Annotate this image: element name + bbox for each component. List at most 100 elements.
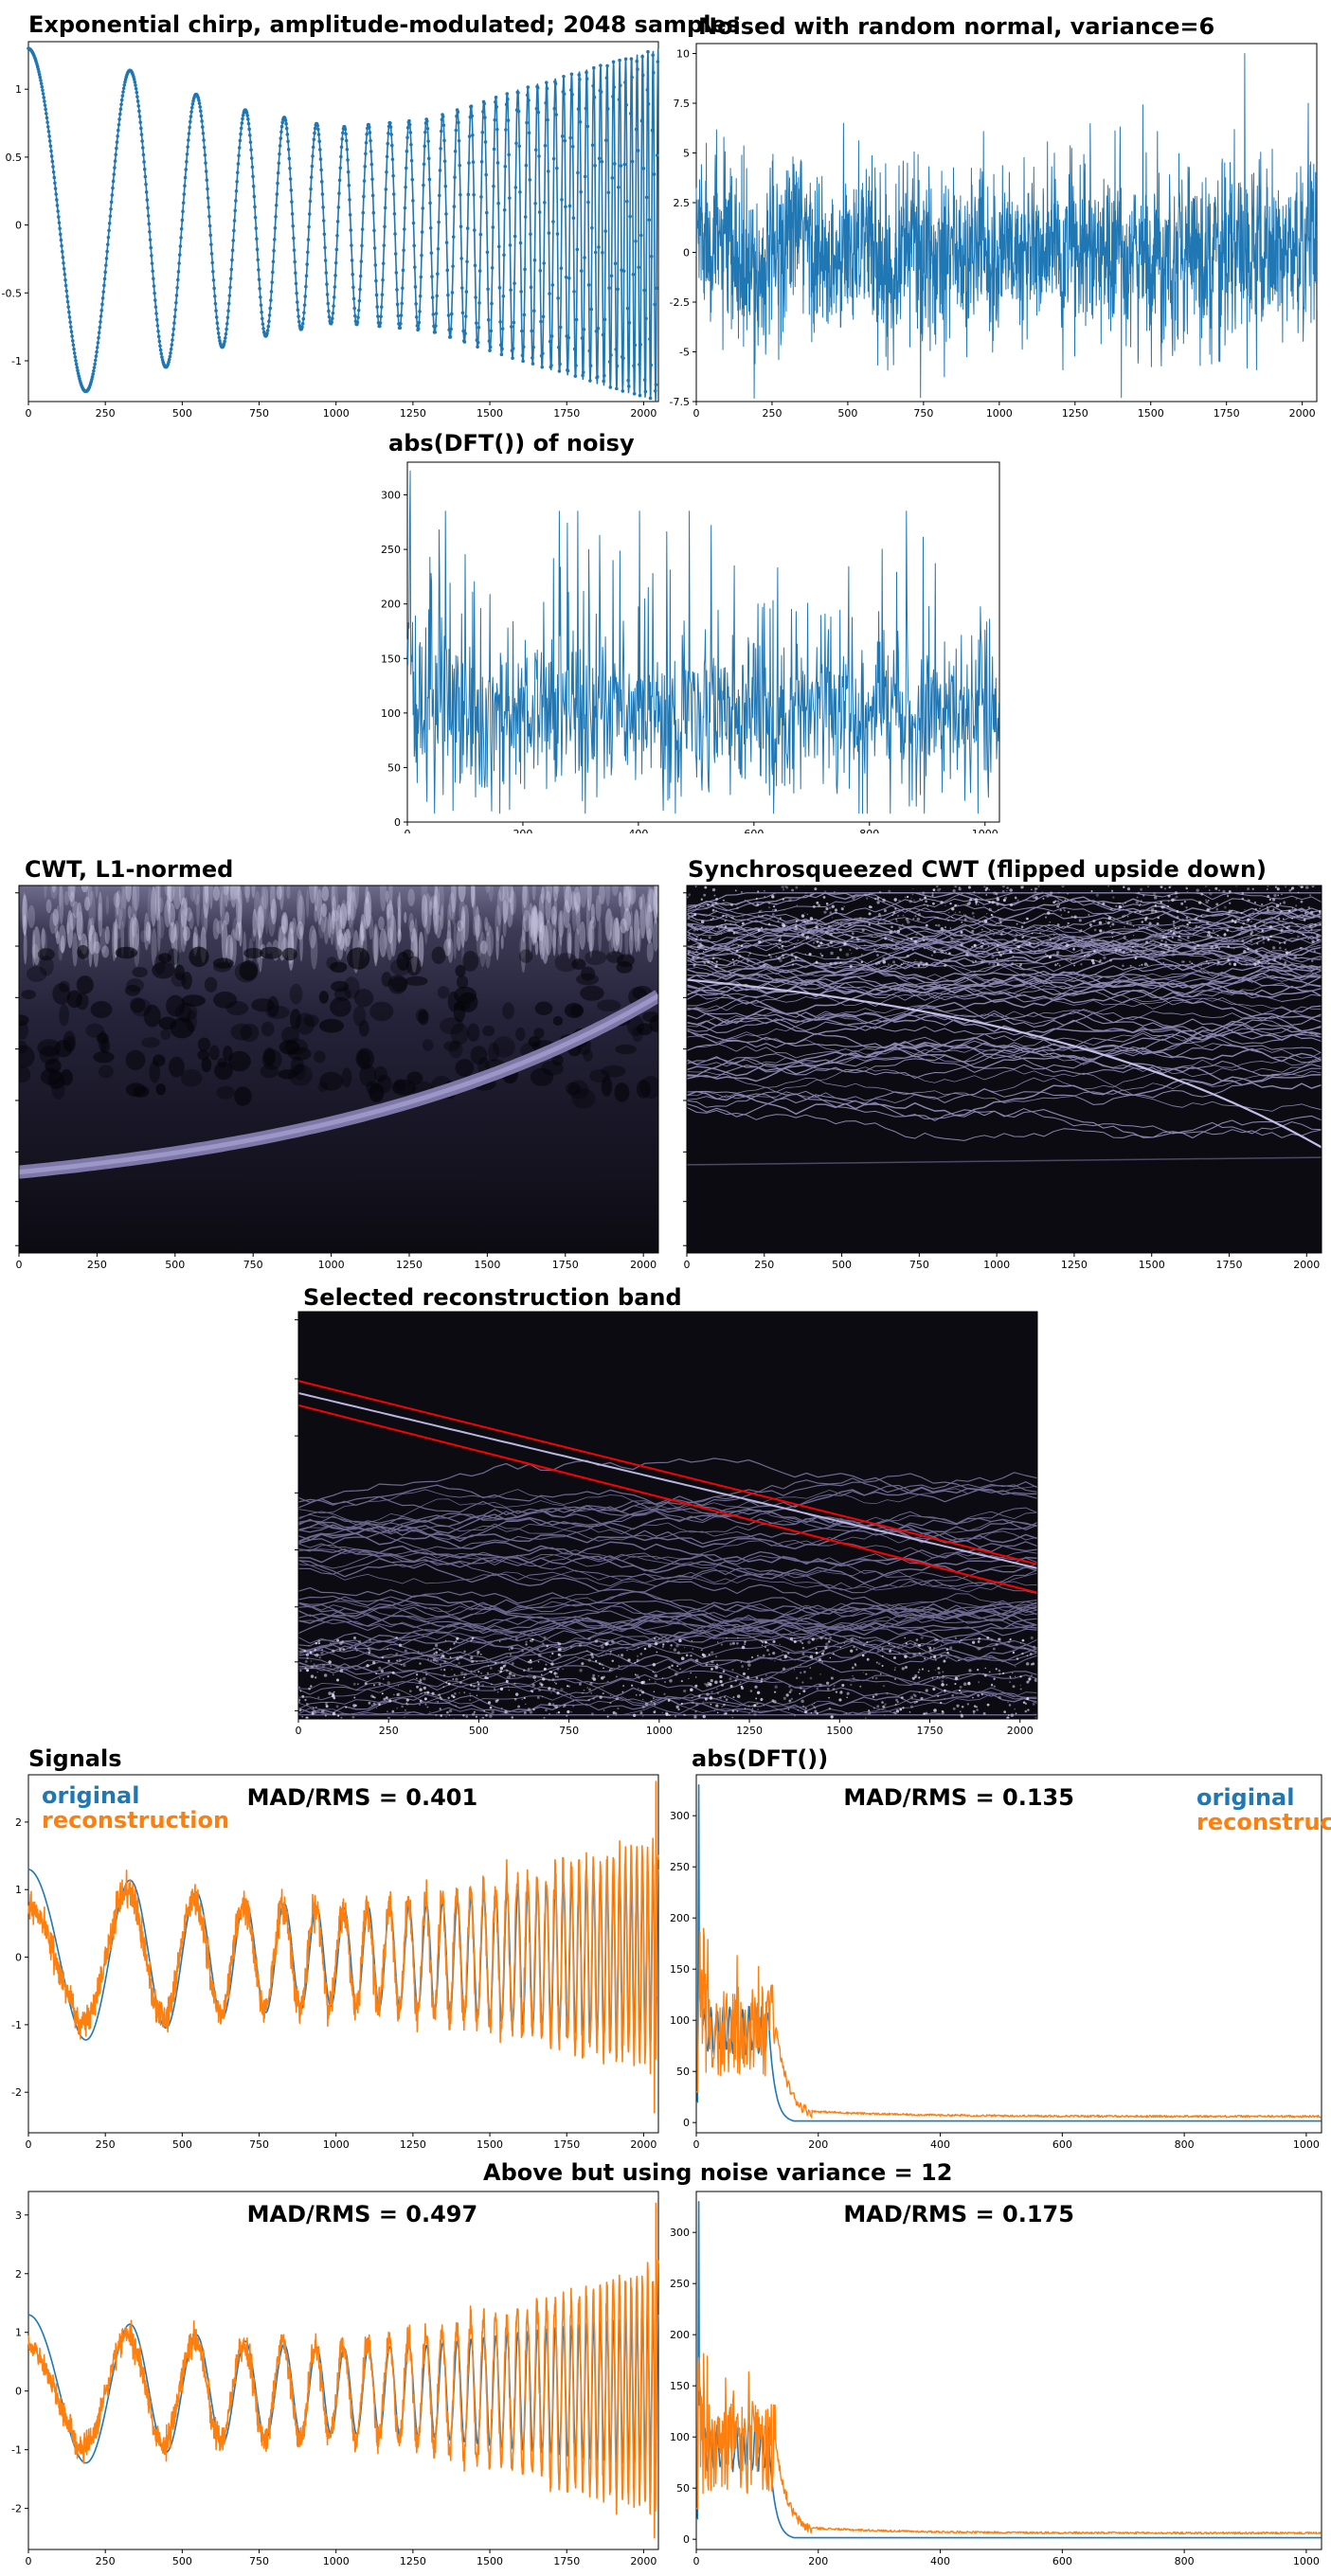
x-tick-label: 1250 bbox=[736, 1725, 763, 1737]
axes-frame bbox=[695, 2191, 1322, 2550]
y-tick-label: 1 bbox=[15, 83, 22, 96]
x-tick-label: 1500 bbox=[1138, 407, 1164, 420]
x-tick-label: 1000 bbox=[323, 2138, 350, 2151]
mad-rms-annotation: MAD/RMS = 0.135 bbox=[843, 1784, 1074, 1811]
y-tick-label: -1 bbox=[11, 2019, 22, 2031]
ssq-ridge bbox=[687, 1007, 1322, 1043]
band-ridge bbox=[298, 1622, 1037, 1662]
y-tick-label: 0 bbox=[15, 220, 22, 232]
y-tick-label: 10 bbox=[676, 48, 690, 61]
chart-dft-noisy: 0 200 400 600 800 1000 0 50 100 150 200 250 300 bbox=[381, 461, 1000, 833]
y-tick-label: 2 bbox=[15, 1816, 22, 1829]
x-tick-label: 750 bbox=[249, 2555, 269, 2567]
band-ridge bbox=[298, 1540, 1037, 1569]
band-ridge bbox=[298, 1548, 1037, 1593]
ssq-ridge bbox=[687, 1044, 1322, 1079]
x-tick-label: 1250 bbox=[1061, 1259, 1088, 1271]
x-tick-label: 1500 bbox=[474, 1259, 500, 1271]
mad-rms-annotation: MAD/RMS = 0.497 bbox=[247, 2201, 478, 2227]
ssq-ridge bbox=[687, 907, 1322, 948]
ssq-ridge bbox=[687, 1058, 1322, 1096]
ssq-ridge bbox=[687, 982, 1322, 1028]
x-tick-label: 0 bbox=[26, 2138, 32, 2151]
y-tick-label: 250 bbox=[670, 2278, 690, 2290]
title-chirp: Exponential chirp, amplitude-modulated; … bbox=[28, 11, 740, 38]
y-tick-label: 7.5 bbox=[674, 98, 691, 110]
y-tick-label: 200 bbox=[381, 599, 401, 611]
series-line-original bbox=[695, 2200, 1322, 2539]
y-tick-label: -5 bbox=[679, 347, 690, 359]
y-tick-label: 100 bbox=[670, 2431, 690, 2443]
y-tick-label: 1 bbox=[15, 2327, 22, 2339]
x-tick-label: 1750 bbox=[1214, 407, 1240, 420]
x-tick-label: 1750 bbox=[552, 1259, 579, 1271]
series-line-reconstruction bbox=[27, 1780, 659, 2114]
x-tick-label: 250 bbox=[762, 407, 782, 420]
x-tick-label: 1750 bbox=[1216, 1259, 1243, 1271]
axes-frame bbox=[297, 1311, 1038, 1720]
band-ridge bbox=[298, 1545, 1037, 1572]
band-ridge bbox=[298, 1645, 1037, 1673]
ssq-ridge bbox=[687, 1037, 1322, 1082]
x-tick-label: 0 bbox=[296, 1725, 302, 1737]
ssq-ridge bbox=[687, 997, 1322, 1051]
ssq-ridge bbox=[687, 970, 1322, 1012]
band-ridge bbox=[298, 1594, 1037, 1630]
x-tick-label: 1000 bbox=[972, 828, 998, 833]
x-tick-label: 1000 bbox=[986, 407, 1013, 420]
chart-dft-var12: 0 200 400 600 800 1000 0 50 100 150 200 250 300 MAD/R… bbox=[670, 2191, 1322, 2567]
legend-reconstruction: reconstruction bbox=[42, 1807, 229, 1834]
x-tick-label: 200 bbox=[513, 828, 532, 833]
ssq-ridge bbox=[687, 1005, 1322, 1054]
x-tick-label: 1000 bbox=[1293, 2555, 1320, 2567]
chart-cwt: 0 250 500 750 1000 1250 1500 1750 2000 bbox=[15, 885, 659, 1271]
x-tick-label: 2000 bbox=[1007, 1725, 1034, 1737]
ssq-main-ridge bbox=[687, 978, 1322, 1149]
x-tick-label: 1500 bbox=[477, 2555, 503, 2567]
ssq-ridge bbox=[687, 1066, 1322, 1099]
y-tick-label: 50 bbox=[676, 2482, 690, 2495]
y-tick-label: 2.5 bbox=[674, 197, 691, 209]
ssq-ridge bbox=[687, 922, 1322, 972]
ssq-ridge bbox=[687, 1106, 1322, 1141]
series-line-reconstruction bbox=[695, 1927, 1322, 2119]
x-tick-label: 2000 bbox=[1289, 407, 1316, 420]
y-tick-label: 100 bbox=[381, 707, 401, 720]
x-tick-label: 250 bbox=[754, 1259, 774, 1271]
ssq-ridge bbox=[687, 1078, 1322, 1117]
y-tick-label: 0 bbox=[394, 816, 401, 829]
x-tick-label: 2000 bbox=[630, 2138, 657, 2151]
axes-frame bbox=[27, 41, 659, 402]
title-band: Selected reconstruction band bbox=[303, 1284, 682, 1311]
y-tick-label: 150 bbox=[381, 653, 401, 665]
chart-noisy: 0 250 500 750 1000 1250 1500 1750 2000 -7.5 -5 -2.5… bbox=[670, 43, 1318, 420]
band-ridge bbox=[298, 1633, 1037, 1671]
band-ridge bbox=[298, 1600, 1037, 1671]
legend-original: original bbox=[42, 1782, 139, 1809]
y-tick-label: 200 bbox=[670, 1912, 690, 1924]
x-tick-label: 500 bbox=[837, 407, 857, 420]
title-signals: Signals bbox=[28, 1745, 122, 1772]
title-ssq: Synchrosqueezed CWT (flipped upside down… bbox=[688, 856, 1267, 883]
band-ridge bbox=[298, 1489, 1037, 1527]
ssq-ridge bbox=[687, 892, 1322, 916]
band-ridge bbox=[298, 1544, 1037, 1595]
x-tick-label: 1000 bbox=[323, 2555, 350, 2567]
x-tick-label: 750 bbox=[249, 407, 269, 420]
x-tick-label: 1000 bbox=[646, 1725, 673, 1737]
x-tick-label: 400 bbox=[930, 2138, 950, 2151]
x-tick-label: 250 bbox=[96, 407, 116, 420]
y-tick-label: -0.5 bbox=[2, 287, 22, 299]
x-tick-label: 0 bbox=[16, 1259, 23, 1271]
ssq-ridge bbox=[687, 892, 1322, 919]
band-ridge bbox=[298, 1472, 1037, 1530]
y-tick-label: -2 bbox=[11, 2503, 22, 2515]
band-ridge bbox=[298, 1513, 1037, 1547]
x-tick-label: 1000 bbox=[983, 1259, 1010, 1271]
band-ridge bbox=[298, 1687, 1037, 1714]
y-tick-label: 5 bbox=[683, 148, 690, 160]
chart-ssq: 0 250 500 750 1000 1250 1500 1750 2000 bbox=[683, 885, 1322, 1271]
ssq-ridge bbox=[687, 968, 1322, 996]
x-tick-label: 0 bbox=[26, 407, 32, 420]
title-dft-noisy: abs(DFT()) of noisy bbox=[388, 430, 635, 456]
